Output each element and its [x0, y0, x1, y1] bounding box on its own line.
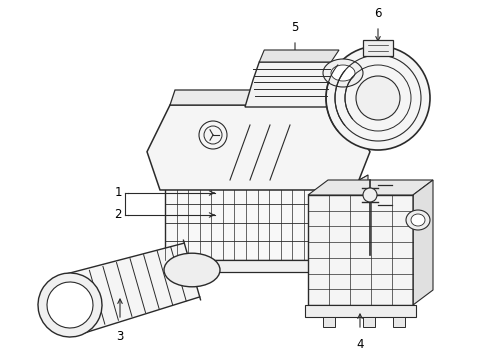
Polygon shape	[305, 305, 416, 317]
Ellipse shape	[38, 273, 102, 337]
Text: 2: 2	[115, 208, 122, 221]
Polygon shape	[323, 317, 335, 327]
Ellipse shape	[331, 65, 355, 81]
Polygon shape	[147, 105, 370, 190]
Ellipse shape	[406, 210, 430, 230]
Polygon shape	[61, 243, 200, 335]
Polygon shape	[393, 317, 405, 327]
Polygon shape	[363, 317, 375, 327]
Polygon shape	[245, 62, 336, 107]
Ellipse shape	[323, 59, 363, 87]
Polygon shape	[170, 90, 345, 105]
Text: 4: 4	[356, 338, 364, 351]
Text: 3: 3	[116, 330, 123, 343]
Circle shape	[356, 76, 400, 120]
Ellipse shape	[411, 214, 425, 226]
Text: 5: 5	[292, 21, 299, 34]
Bar	[363, 40, 393, 56]
Polygon shape	[308, 180, 433, 195]
Text: 6: 6	[374, 7, 382, 20]
Circle shape	[199, 121, 227, 149]
Text: 1: 1	[115, 186, 122, 199]
Circle shape	[326, 46, 430, 150]
Ellipse shape	[47, 282, 93, 328]
Polygon shape	[165, 185, 350, 260]
Polygon shape	[259, 50, 339, 62]
Polygon shape	[160, 260, 355, 272]
Circle shape	[363, 188, 377, 202]
Polygon shape	[308, 195, 413, 305]
Ellipse shape	[164, 253, 220, 287]
Polygon shape	[350, 175, 368, 260]
Polygon shape	[413, 180, 433, 305]
